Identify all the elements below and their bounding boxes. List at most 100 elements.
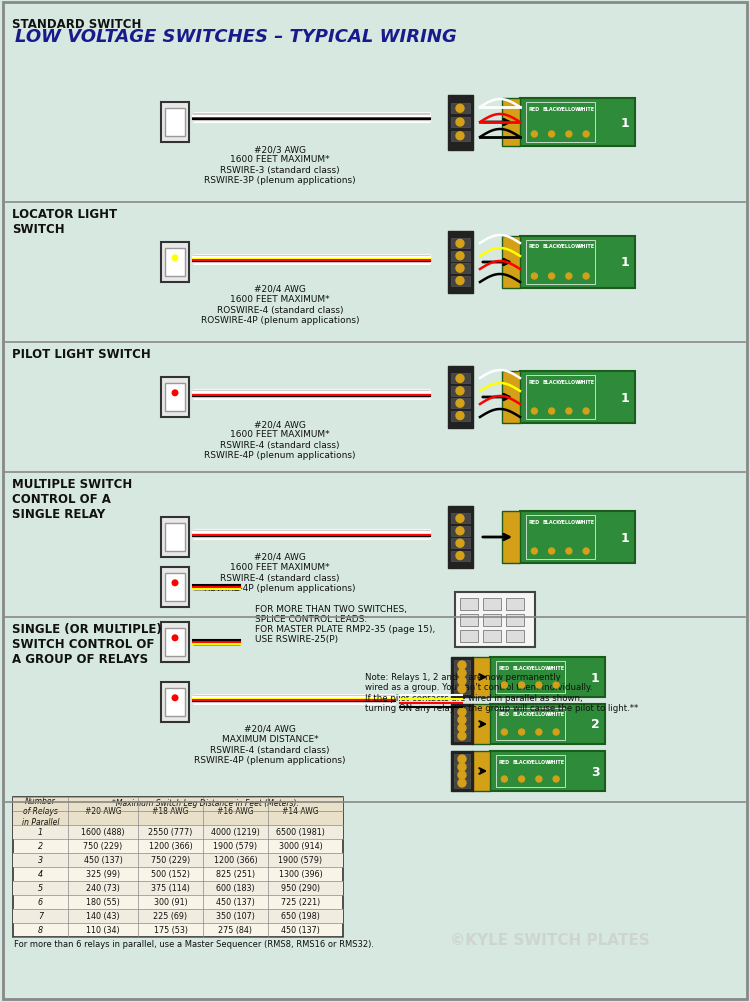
Text: WHITE: WHITE: [577, 244, 596, 249]
Bar: [506, 614, 524, 626]
Text: WHITE: WHITE: [547, 759, 566, 764]
Bar: [496, 708, 565, 740]
Bar: [451, 264, 470, 274]
Circle shape: [458, 732, 466, 740]
Bar: [451, 239, 470, 249]
Bar: [13, 909, 343, 923]
Bar: [454, 731, 470, 741]
Circle shape: [458, 716, 466, 724]
Text: 4000 (1219): 4000 (1219): [211, 828, 260, 837]
Bar: [526, 240, 595, 285]
Circle shape: [456, 400, 464, 408]
Circle shape: [456, 278, 464, 286]
Circle shape: [456, 105, 464, 113]
Circle shape: [566, 132, 572, 138]
Bar: [451, 657, 473, 697]
Bar: [165, 248, 184, 277]
Text: BLACK: BLACK: [543, 244, 560, 249]
Bar: [451, 399, 470, 409]
Text: 2: 2: [591, 717, 599, 730]
Circle shape: [458, 764, 466, 772]
Circle shape: [584, 132, 590, 138]
Bar: [451, 252, 470, 262]
Circle shape: [531, 548, 537, 554]
Bar: [454, 668, 470, 678]
Text: PILOT LIGHT SWITCH: PILOT LIGHT SWITCH: [12, 348, 151, 361]
Bar: [161, 243, 189, 283]
Bar: [454, 684, 470, 694]
Bar: [520, 236, 635, 289]
Text: Note: Relays 1, 2 and 3 are now permanently
wired as a group. You can't control : Note: Relays 1, 2 and 3 are now permanen…: [365, 672, 638, 712]
Text: YELLOW: YELLOW: [528, 665, 550, 669]
Bar: [13, 881, 343, 895]
Circle shape: [456, 375, 464, 383]
Text: 500 (152): 500 (152): [151, 870, 190, 879]
Text: 4: 4: [38, 870, 43, 879]
Bar: [490, 752, 605, 792]
Text: BLACK: BLACK: [513, 665, 530, 669]
Bar: [520, 511, 635, 563]
Text: 3000 (914): 3000 (914): [279, 842, 322, 851]
Bar: [161, 682, 189, 721]
Bar: [496, 756, 565, 788]
Bar: [454, 676, 470, 686]
Circle shape: [519, 729, 525, 735]
Text: YELLOW: YELLOW: [528, 759, 550, 764]
Bar: [454, 771, 470, 781]
Text: RED: RED: [499, 665, 510, 669]
Text: SINGLE (OR MULTIPLE)
SWITCH CONTROL OF
A GROUP OF RELAYS: SINGLE (OR MULTIPLE) SWITCH CONTROL OF A…: [12, 622, 162, 665]
Circle shape: [501, 777, 507, 783]
Text: 240 (73): 240 (73): [86, 884, 120, 893]
Text: YELLOW: YELLOW: [528, 711, 550, 716]
Bar: [490, 657, 605, 697]
Text: 750 (229): 750 (229): [151, 856, 190, 865]
Bar: [161, 623, 189, 662]
Bar: [451, 411, 470, 421]
Text: RED: RED: [499, 711, 510, 716]
Bar: [165, 109, 184, 137]
Text: 275 (84): 275 (84): [218, 926, 253, 935]
Text: 175 (53): 175 (53): [154, 926, 188, 935]
Bar: [502, 372, 520, 424]
Circle shape: [519, 777, 525, 783]
Text: BLACK: BLACK: [513, 711, 530, 716]
Text: 7: 7: [38, 912, 43, 921]
Circle shape: [501, 682, 507, 688]
Bar: [13, 798, 343, 826]
Text: YELLOW: YELLOW: [557, 106, 580, 111]
Circle shape: [548, 548, 554, 554]
Bar: [460, 598, 478, 610]
Text: 140 (43): 140 (43): [86, 912, 120, 921]
Bar: [490, 704, 605, 744]
Bar: [520, 372, 635, 424]
Text: 750 (229): 750 (229): [83, 842, 123, 851]
Text: RED: RED: [529, 379, 540, 384]
Text: 600 (183): 600 (183): [216, 884, 255, 893]
Text: 110 (34): 110 (34): [86, 926, 120, 935]
Bar: [451, 551, 470, 561]
Text: 180 (55): 180 (55): [86, 898, 120, 907]
Circle shape: [456, 240, 464, 248]
Text: WHITE: WHITE: [577, 379, 596, 384]
Text: 650 (198): 650 (198): [281, 912, 320, 921]
Bar: [454, 723, 470, 733]
Text: 1300 (396): 1300 (396): [279, 870, 322, 879]
Text: RED: RED: [529, 106, 540, 111]
Circle shape: [584, 548, 590, 554]
Bar: [13, 853, 343, 867]
Bar: [502, 511, 520, 563]
Bar: [161, 518, 189, 557]
Circle shape: [531, 132, 537, 138]
Text: STANDARD SWITCH: STANDARD SWITCH: [12, 18, 141, 31]
Text: 5: 5: [38, 884, 43, 893]
Text: 2: 2: [38, 842, 43, 851]
Text: ©KYLE SWITCH PLATES: ©KYLE SWITCH PLATES: [450, 932, 650, 947]
Circle shape: [458, 708, 466, 716]
Text: WHITE: WHITE: [547, 665, 566, 669]
Text: 1200 (366): 1200 (366): [148, 842, 192, 851]
Text: 450 (137): 450 (137): [281, 926, 320, 935]
Circle shape: [456, 540, 464, 548]
Text: #20/4 AWG
1600 FEET MAXIMUM*
ROSWIRE-4 (standard class)
ROSWIRE-4P (plenum appli: #20/4 AWG 1600 FEET MAXIMUM* ROSWIRE-4 (…: [201, 285, 359, 325]
Text: 1600 (488): 1600 (488): [81, 828, 124, 837]
Text: 6: 6: [38, 898, 43, 907]
